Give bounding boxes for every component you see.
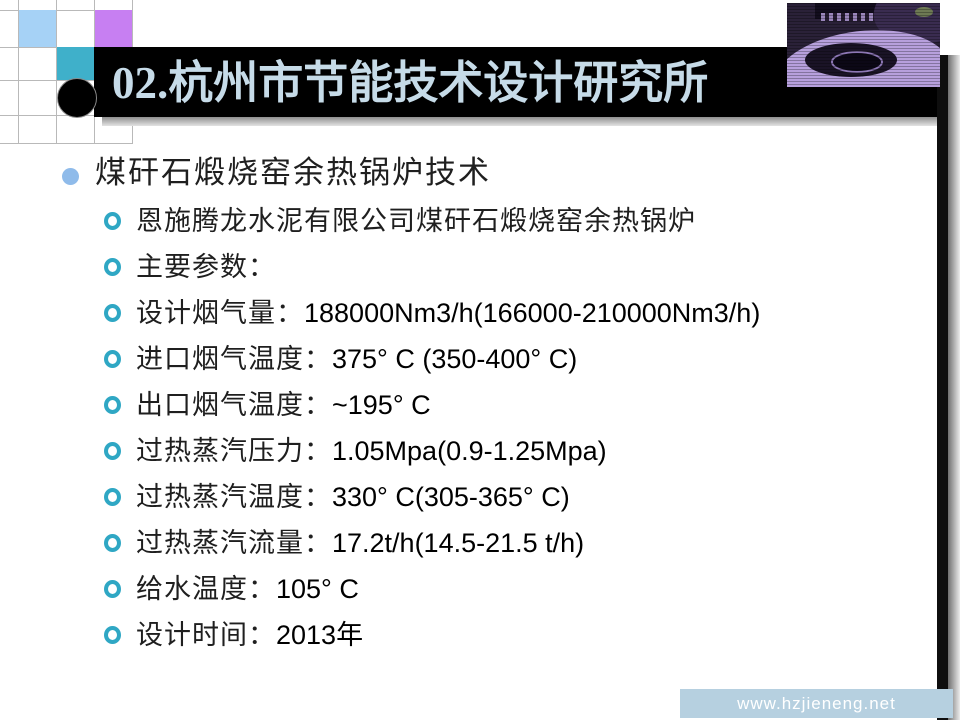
footer-url-bar: www.hzjieneng.net [680, 689, 953, 718]
item-value: 17.2t/h(14.5-21.5 t/h) [332, 528, 585, 558]
item-label: 给水温度： [136, 574, 276, 604]
item-value: 330° C(305-365° C) [332, 482, 570, 512]
photo-scanlines [787, 3, 940, 87]
grid-line [0, 10, 133, 11]
ring-bullet-icon [104, 488, 121, 506]
list-item: 恩施腾龙水泥有限公司煤矸石煅烧窑余热锅炉 [104, 203, 696, 243]
list-item: 过热蒸汽温度：330° C(305-365° C) [104, 479, 570, 519]
photo-buttons [821, 13, 891, 21]
grid-line [0, 143, 133, 144]
edge-strip [937, 55, 948, 720]
list-item: 进口烟气温度：375° C (350-400° C) [104, 341, 577, 381]
item-label: 过热蒸汽压力： [136, 436, 332, 466]
item-label: 过热蒸汽温度： [136, 482, 332, 512]
ring-bullet-icon [104, 212, 121, 230]
bullet-text: 煤矸石煅烧窑余热锅炉技术 [95, 155, 491, 190]
list-item: 出口烟气温度：~195° C [104, 387, 431, 427]
photo-highlight [915, 7, 933, 17]
item-value: 105° C [276, 574, 359, 604]
item-value: ~195° C [332, 390, 431, 420]
list-item: 过热蒸汽压力：1.05Mpa(0.9-1.25Mpa) [104, 433, 607, 473]
item-label: 进口烟气温度： [136, 344, 332, 374]
item-label: 设计烟气量： [136, 298, 304, 328]
decor-square-teal [57, 47, 94, 80]
ring-bullet-icon [104, 442, 121, 460]
decor-circle [57, 78, 97, 118]
photo-disc-hole [831, 51, 883, 73]
page-title: 02.杭州市节能技术设计研究所 [112, 58, 709, 108]
ring-bullet-icon [104, 350, 121, 368]
decor-square-blue [19, 10, 56, 47]
grid-line [18, 0, 19, 143]
list-item: 过热蒸汽流量：17.2t/h(14.5-21.5 t/h) [104, 525, 584, 565]
item-value: 2013年 [276, 620, 364, 650]
item-value: 375° C (350-400° C) [332, 344, 578, 374]
ring-bullet-icon [104, 258, 121, 276]
item-label: 恩施腾龙水泥有限公司煤矸石煅烧窑余热锅炉 [136, 206, 696, 236]
ring-bullet-icon [104, 396, 121, 414]
decor-square-purple [95, 10, 132, 47]
ring-bullet-icon [104, 534, 121, 552]
title-bar-shadow [102, 117, 950, 126]
item-value: 1.05Mpa(0.9-1.25Mpa) [332, 436, 607, 466]
ring-bullet-icon [104, 626, 121, 644]
item-label: 出口烟气温度： [136, 390, 332, 420]
ring-bullet-icon [104, 304, 121, 322]
list-item: 设计烟气量：188000Nm3/h(166000-210000Nm3/h) [104, 295, 760, 335]
grid-line [56, 0, 57, 143]
edge-strip-shadow [948, 55, 960, 720]
footer-url: www.hzjieneng.net [737, 694, 896, 713]
photo-thumbnail [787, 3, 940, 87]
ring-bullet-icon [104, 580, 121, 598]
item-label: 主要参数： [136, 252, 276, 282]
item-value: 188000Nm3/h(166000-210000Nm3/h) [304, 298, 761, 328]
list-item-level1: 煤矸石煅烧窑余热锅炉技术 [58, 152, 491, 194]
circle-bullet-icon [62, 168, 79, 185]
list-item: 主要参数： [104, 249, 276, 289]
item-label: 设计时间： [136, 620, 276, 650]
list-item: 给水温度：105° C [104, 571, 359, 611]
item-label: 过热蒸汽流量： [136, 528, 332, 558]
list-item: 设计时间：2013年 [104, 617, 363, 657]
